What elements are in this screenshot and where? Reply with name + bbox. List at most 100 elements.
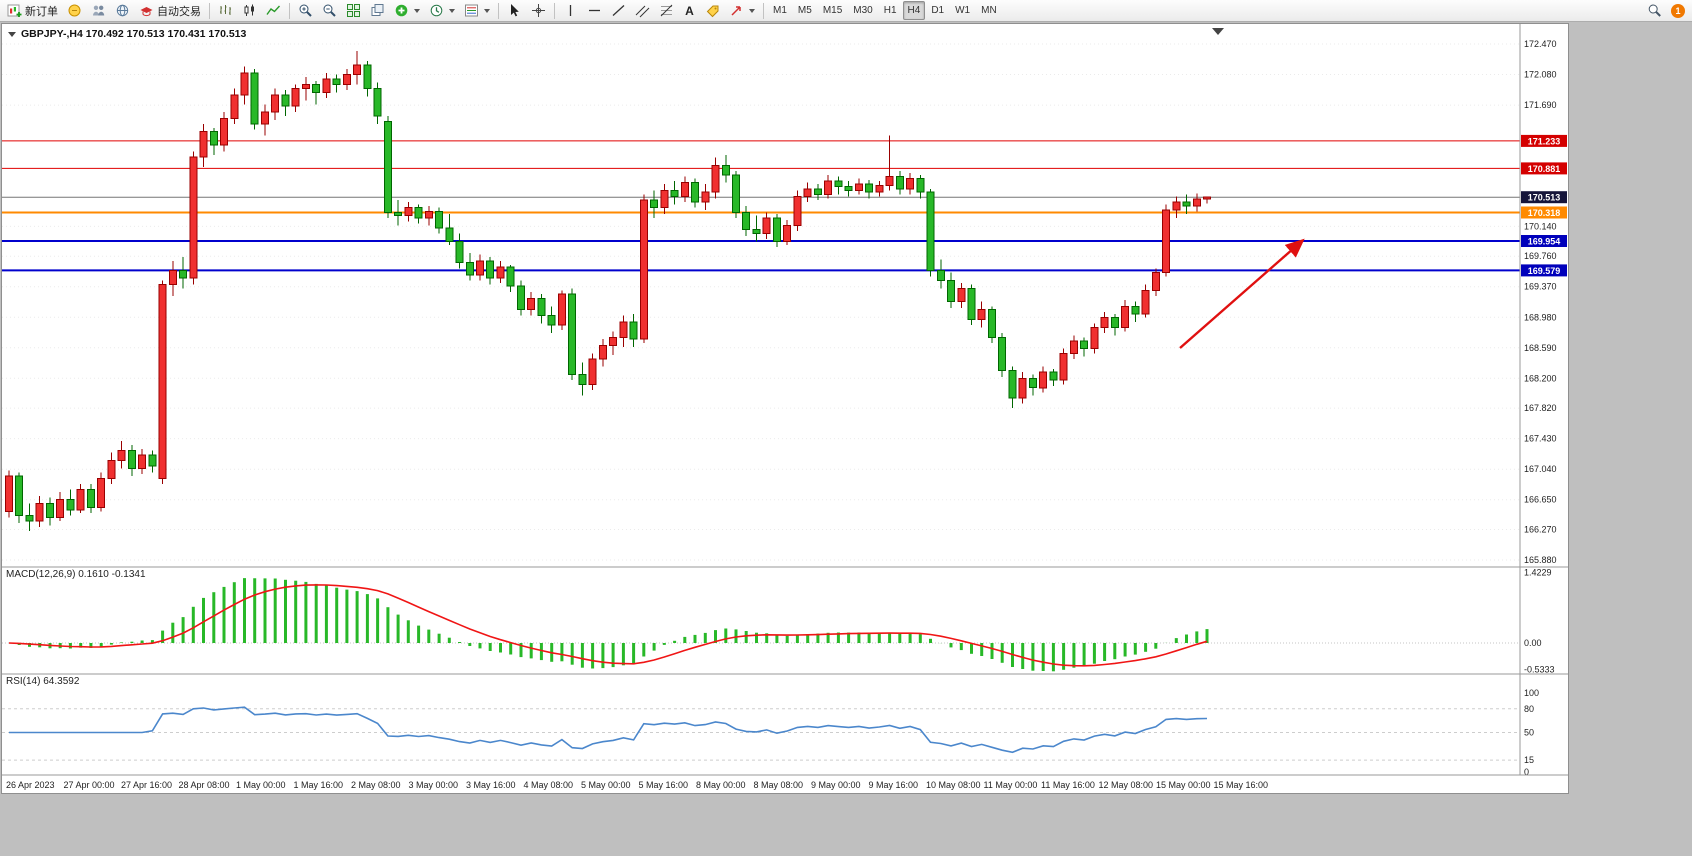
svg-text:166.650: 166.650 — [1524, 495, 1557, 505]
timeframe-m1-button[interactable]: M1 — [768, 1, 792, 20]
candle — [680, 182, 689, 198]
timeframe-h4-button[interactable]: H4 — [902, 1, 926, 20]
ohlc-bars-icon — [218, 3, 233, 18]
web-terminal-button[interactable] — [111, 1, 134, 20]
indicators-button[interactable] — [390, 1, 424, 20]
candle — [342, 74, 351, 86]
channel-tool-button[interactable] — [631, 1, 654, 20]
zoom-in-icon — [298, 3, 313, 18]
svg-text:167.430: 167.430 — [1524, 434, 1557, 444]
timeframe-h1-button[interactable]: H1 — [879, 1, 902, 20]
arrows-tool-button[interactable] — [725, 1, 759, 20]
candle — [772, 217, 781, 242]
candle — [742, 211, 751, 231]
rsi-line — [9, 706, 1208, 754]
candle — [1141, 290, 1150, 315]
candle — [1049, 371, 1058, 381]
candle — [424, 211, 433, 219]
timeframe-m30-button[interactable]: M30 — [848, 1, 877, 20]
timeframe-d1-button[interactable]: D1 — [926, 1, 949, 20]
clock-icon — [429, 3, 444, 18]
svg-text:28 Apr 08:00: 28 Apr 08:00 — [179, 780, 230, 790]
zoom-out-button[interactable] — [318, 1, 341, 20]
svg-text:165.880: 165.880 — [1524, 555, 1557, 565]
candle — [711, 164, 720, 193]
autotrade-icon — [140, 7, 153, 18]
candle — [598, 345, 607, 360]
trend-arrow[interactable] — [1179, 238, 1305, 349]
timeframe-mn-button[interactable]: MN — [976, 1, 1002, 20]
candle — [506, 266, 515, 287]
candle — [476, 260, 484, 276]
svg-text:169.579: 169.579 — [1528, 266, 1561, 276]
cascade-windows-button[interactable] — [366, 1, 389, 20]
candle — [609, 337, 618, 346]
zoom-in-button[interactable] — [294, 1, 317, 20]
fibonacci-icon — [659, 3, 674, 18]
bar-chart-type-button[interactable] — [214, 1, 237, 20]
collapse-triangle-icon[interactable] — [8, 31, 16, 37]
candle — [824, 180, 833, 195]
candle — [854, 183, 863, 191]
autotrade-button[interactable]: 自动交易 — [135, 1, 205, 20]
candle — [1162, 209, 1170, 274]
candle — [1131, 305, 1140, 315]
svg-text:100: 100 — [1524, 688, 1539, 698]
candle — [732, 174, 740, 213]
text-tool-button[interactable]: A — [679, 1, 700, 20]
notifications-button[interactable]: 1 — [1667, 1, 1689, 20]
candle — [189, 156, 198, 279]
svg-text:15: 15 — [1524, 755, 1534, 765]
candle — [230, 94, 239, 119]
trendline-icon — [611, 3, 626, 18]
timeframe-m15-button[interactable]: M15 — [818, 1, 847, 20]
globe-icon — [115, 3, 130, 18]
candle — [1192, 198, 1201, 207]
timeframe-m5-button[interactable]: M5 — [793, 1, 817, 20]
candle — [496, 266, 505, 279]
svg-text:-0.5333: -0.5333 — [1524, 664, 1555, 674]
periods-button[interactable] — [425, 1, 459, 20]
candle — [301, 84, 310, 90]
line-chart-type-button[interactable] — [262, 1, 285, 20]
candle — [383, 121, 392, 213]
trendline-tool-button[interactable] — [607, 1, 630, 20]
price-tag — [1521, 206, 1567, 219]
svg-text:2 May 08:00: 2 May 08:00 — [351, 780, 401, 790]
new-order-button[interactable]: 新订单 — [3, 1, 62, 20]
candle — [25, 514, 34, 522]
community-button[interactable] — [87, 1, 110, 20]
candlestick-type-button[interactable] — [238, 1, 261, 20]
cursor-tool-button[interactable] — [503, 1, 526, 20]
tile-windows-button[interactable] — [342, 1, 365, 20]
candle — [875, 185, 884, 193]
chart-canvas[interactable]: 172.470 172.080 171.690 170.140 169.760 169.3… — [2, 24, 1568, 793]
svg-text:170.513: 170.513 — [1528, 193, 1561, 203]
chart-title: GBPJPY-,H4 170.492 170.513 170.431 170.5… — [8, 28, 246, 40]
templates-button[interactable] — [460, 1, 494, 20]
svg-text:15 May 16:00: 15 May 16:00 — [1214, 780, 1269, 790]
fibonacci-tool-button[interactable] — [655, 1, 678, 20]
horizontal-line-tool-button[interactable] — [583, 1, 606, 20]
search-icon — [1647, 3, 1662, 18]
svg-text:26 Apr 2023: 26 Apr 2023 — [6, 780, 55, 790]
candle — [629, 321, 638, 340]
search-button[interactable] — [1643, 1, 1666, 20]
timeframe-w1-button[interactable]: W1 — [950, 1, 975, 20]
candle — [445, 227, 454, 242]
vertical-line-tool-button[interactable] — [559, 1, 582, 20]
metaeditor-button[interactable] — [63, 1, 86, 20]
text-label-tool-button[interactable] — [701, 1, 724, 20]
price-tag — [1521, 162, 1567, 175]
svg-text:11 May 16:00: 11 May 16:00 — [1041, 780, 1095, 790]
candle — [127, 449, 136, 469]
candle — [97, 478, 106, 509]
vertical-line-icon — [563, 3, 578, 18]
candle — [803, 188, 812, 198]
line-chart-icon — [266, 3, 281, 18]
crosshair-tool-button[interactable] — [527, 1, 550, 20]
candle — [1080, 340, 1089, 350]
candle — [650, 199, 659, 209]
candle — [107, 460, 116, 480]
macd-label: MACD(12,26,9) 0.1610 -0.1341 — [6, 569, 146, 580]
